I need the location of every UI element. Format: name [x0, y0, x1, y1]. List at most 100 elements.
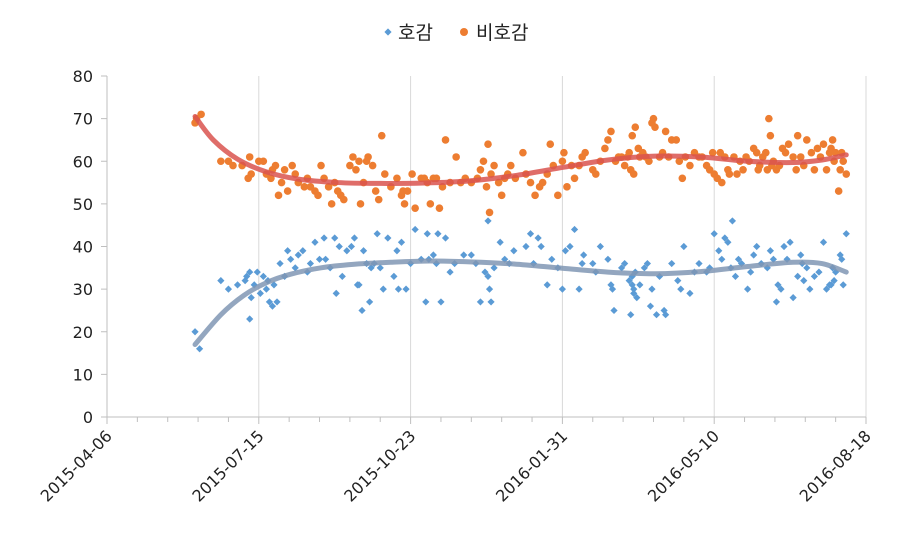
data-point	[422, 298, 430, 306]
data-point	[621, 259, 629, 268]
y-tick-label: 40	[73, 238, 93, 257]
data-point	[646, 302, 655, 310]
data-point	[827, 281, 835, 289]
data-point	[423, 230, 431, 238]
data-point	[589, 259, 597, 268]
data-point	[350, 234, 359, 242]
data-point	[467, 251, 475, 259]
legend-label: 비호감	[476, 22, 528, 44]
data-point	[680, 242, 688, 251]
series-hogam-points	[191, 217, 850, 353]
data-point	[408, 170, 416, 178]
data-point	[566, 242, 574, 251]
trend-line-bihogam	[192, 113, 849, 186]
data-point	[570, 225, 579, 234]
data-point	[724, 238, 732, 246]
data-point	[774, 281, 782, 289]
data-point	[554, 191, 562, 200]
data-point	[460, 251, 468, 259]
data-point	[828, 136, 837, 144]
data-point	[497, 191, 506, 200]
data-point	[317, 161, 325, 170]
legend: 호감 비호감	[384, 22, 528, 44]
data-point	[769, 255, 778, 263]
y-tick-label: 30	[73, 280, 93, 299]
data-point	[625, 148, 633, 157]
data-point	[627, 311, 635, 319]
x-tick-label: 2015-07-15	[188, 426, 267, 505]
data-point	[836, 251, 844, 259]
data-point	[686, 161, 694, 170]
data-point	[397, 238, 406, 246]
data-point	[526, 230, 535, 238]
data-point	[321, 255, 330, 263]
data-point	[668, 259, 676, 268]
data-point	[839, 157, 848, 166]
data-point	[247, 170, 256, 178]
data-point	[377, 131, 386, 140]
data-point	[247, 294, 255, 302]
data-point	[343, 247, 351, 255]
data-point	[484, 140, 492, 148]
data-point	[314, 191, 322, 200]
data-point	[256, 289, 264, 297]
data-point	[306, 259, 315, 268]
data-point	[591, 170, 600, 178]
data-point	[437, 298, 445, 306]
data-point	[807, 148, 816, 157]
data-point	[558, 285, 566, 293]
data-point	[560, 148, 568, 157]
data-point	[842, 230, 850, 238]
data-point	[715, 247, 723, 255]
data-point	[802, 136, 811, 144]
data-point	[224, 285, 233, 293]
data-point	[608, 285, 617, 293]
data-point	[246, 268, 254, 276]
data-point	[842, 170, 851, 178]
data-point	[548, 255, 556, 263]
data-point	[645, 157, 653, 166]
data-point	[259, 272, 267, 280]
data-point	[526, 178, 535, 187]
data-point	[675, 157, 684, 166]
data-point	[481, 268, 489, 276]
data-point	[271, 161, 280, 170]
data-point	[604, 255, 612, 263]
data-point	[649, 114, 658, 123]
data-point	[283, 187, 292, 195]
data-point	[793, 131, 802, 140]
data-point	[371, 187, 380, 195]
data-point	[803, 264, 811, 272]
legend-marker-diamond	[384, 28, 392, 36]
data-point	[291, 264, 299, 272]
data-point	[191, 328, 199, 336]
data-point	[625, 277, 633, 285]
data-point	[674, 277, 682, 285]
data-point	[284, 247, 292, 255]
data-point	[710, 230, 718, 238]
data-point	[243, 272, 251, 280]
data-point	[485, 208, 494, 217]
data-point	[810, 272, 818, 280]
data-point	[245, 153, 254, 161]
data-point	[628, 131, 637, 140]
data-point	[311, 238, 319, 246]
data-point	[813, 144, 822, 153]
data-point	[519, 148, 527, 157]
data-point	[506, 161, 515, 170]
data-point	[229, 161, 237, 170]
data-point	[294, 251, 302, 259]
data-point	[277, 178, 286, 187]
data-point	[534, 234, 542, 242]
data-point	[783, 255, 791, 263]
data-point	[630, 289, 638, 297]
data-point	[718, 255, 726, 263]
data-point	[280, 165, 289, 174]
data-point	[721, 234, 729, 242]
data-point	[686, 289, 694, 297]
data-point	[268, 302, 277, 310]
data-point	[610, 306, 618, 315]
data-point	[368, 161, 377, 170]
data-point	[476, 298, 485, 306]
